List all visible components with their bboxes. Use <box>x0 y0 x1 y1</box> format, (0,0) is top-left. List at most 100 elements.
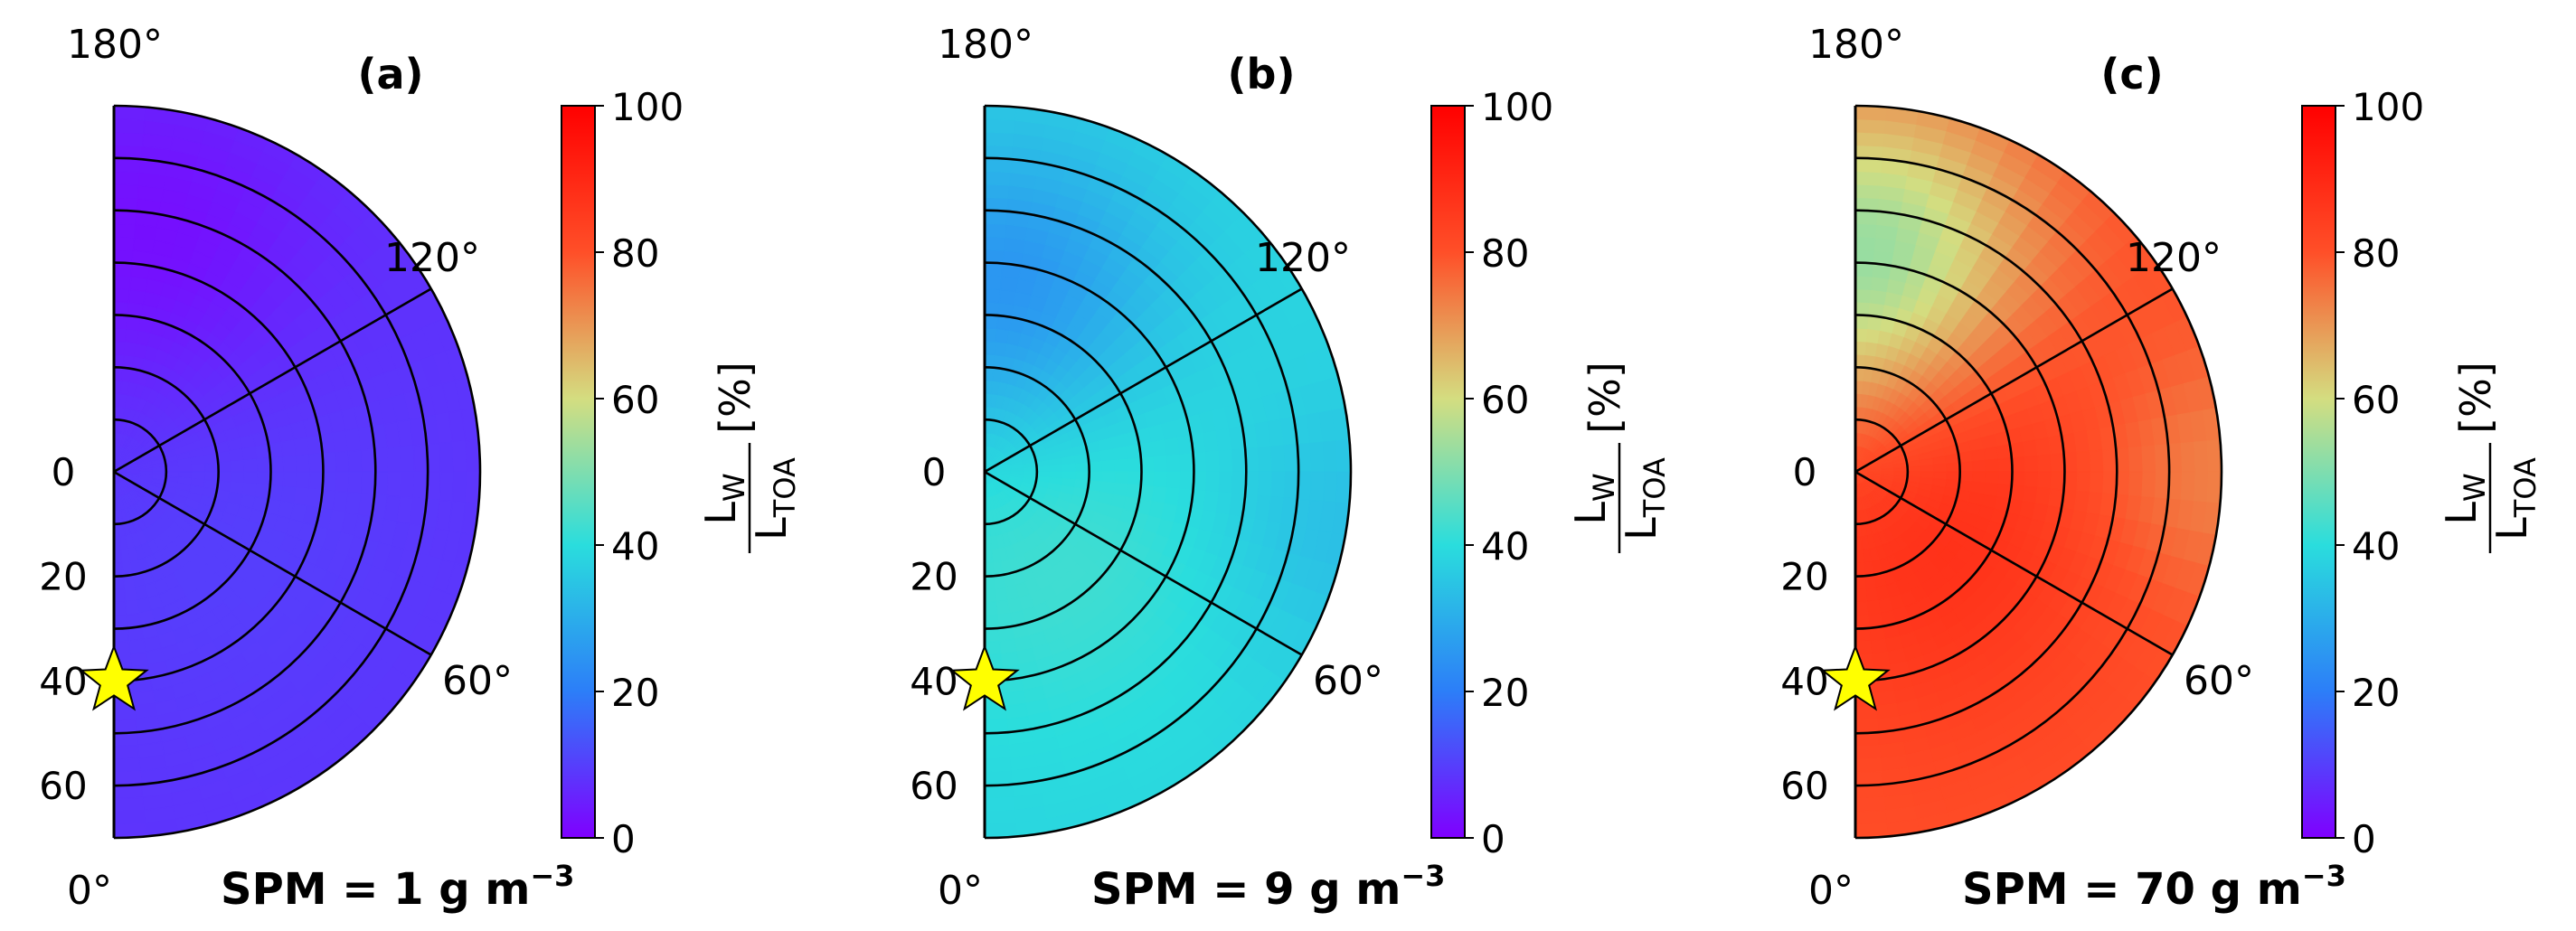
heatmap-cell <box>984 131 1015 147</box>
azimuth-label-60: 60° <box>2184 658 2254 704</box>
colorbar-tick-label: 0 <box>611 817 636 861</box>
heatmap-cell <box>1140 456 1156 473</box>
heatmap-cell <box>217 461 232 473</box>
heatmap-cell <box>1112 446 1129 462</box>
heatmap-cell <box>1036 466 1051 473</box>
heatmap-cell <box>2062 451 2079 473</box>
heatmap-cell <box>113 170 141 186</box>
spm-title: SPM = 1 g m−3 <box>221 859 574 915</box>
heatmap-cell <box>1854 157 1883 174</box>
heatmap-cell <box>1854 236 1877 251</box>
zenith-ring <box>984 418 1038 526</box>
spm-title-main: SPM = 70 g m <box>1962 864 2302 915</box>
sun-star-icon <box>949 644 1020 711</box>
spm-title-main: SPM = 1 g m <box>221 864 530 915</box>
zenith-ring <box>1854 104 2223 840</box>
colorbar-tick-label: 40 <box>1481 524 1529 569</box>
colorbar-tick-label: 40 <box>611 524 659 569</box>
heatmap-cell <box>412 444 429 473</box>
denominator-subscript: TOA <box>768 457 802 518</box>
heatmap-cell <box>1972 459 1987 473</box>
radial-line-60 <box>1854 287 2174 474</box>
heatmap-cell <box>439 471 455 503</box>
zenith-tick-label: 0 <box>52 450 76 494</box>
heatmap-cell <box>113 301 130 316</box>
heatmap-cell <box>1127 471 1143 486</box>
heatmap-cell <box>113 131 145 147</box>
heatmap-cell <box>113 562 124 578</box>
heatmap-cell <box>1958 471 1974 483</box>
heatmap-cell <box>386 471 402 498</box>
colorbar-label-denominator: LTOA <box>747 457 802 541</box>
heatmap-cell <box>1309 471 1326 503</box>
heatmap-cell <box>113 810 146 826</box>
colorbar-tick-label: 80 <box>1481 231 1529 276</box>
heatmap-cell <box>152 466 167 473</box>
heatmap-cell <box>1854 261 1874 277</box>
heatmap-cell <box>256 457 272 473</box>
zenith-ring <box>984 209 1248 735</box>
heatmap-cell <box>984 810 1016 826</box>
zenith-tick-label: 0 <box>1793 450 1817 494</box>
azimuth-label-120: 120° <box>384 235 480 281</box>
heatmap-cell <box>386 446 402 473</box>
heatmap-cell <box>412 471 429 500</box>
colorbar-tick-label: 0 <box>1481 817 1505 861</box>
denominator-subscript: TOA <box>2508 457 2543 518</box>
heatmap-cell <box>1231 471 1247 495</box>
heatmap-cell <box>984 261 1004 277</box>
azimuth-label-120: 120° <box>1255 235 1351 281</box>
heatmap-cell <box>113 614 128 630</box>
heatmap-cell <box>1140 471 1156 488</box>
heatmap-cell <box>984 601 998 616</box>
spm-title-exponent: −3 <box>1401 859 1445 893</box>
heatmap-cell <box>1854 275 1873 290</box>
heatmap-cell <box>984 719 1008 734</box>
heatmap-cell <box>984 118 1016 134</box>
heatmap-cell <box>1192 451 1208 473</box>
heatmap-cell <box>2102 471 2118 495</box>
colorbar-gradient <box>1430 105 1466 839</box>
heatmap-cell <box>984 757 1012 774</box>
colorbar-tick-label: 80 <box>611 231 659 276</box>
heatmap-cell <box>1854 562 1865 578</box>
zenith-ring <box>984 261 1195 682</box>
heatmap-cell <box>123 587 137 603</box>
heatmap-cell <box>1854 183 1882 200</box>
denominator-symbol: L <box>1617 517 1665 541</box>
zenith-ring <box>1854 261 2066 682</box>
colorbar-label-denominator: LTOA <box>2487 457 2543 541</box>
heatmap-cell <box>1166 454 1182 473</box>
heatmap-cell <box>113 261 133 277</box>
azimuth-label-120: 120° <box>2126 235 2222 281</box>
heatmap-cell <box>1335 471 1352 504</box>
radial-line-60 <box>984 287 1303 474</box>
heatmap-cell <box>113 823 146 839</box>
zenith-ring <box>113 261 325 682</box>
heatmap-field <box>1854 105 2222 839</box>
heatmap-cell <box>1946 462 1961 473</box>
heatmap-cell <box>1114 458 1129 473</box>
heatmap-cell <box>231 459 246 473</box>
colorbar-gradient <box>2301 105 2336 839</box>
colorbar-tick-label: 60 <box>2352 378 2400 422</box>
heatmap-cell <box>1179 453 1195 473</box>
heatmap-cell <box>243 471 259 485</box>
sun-star-icon <box>1820 644 1891 711</box>
colorbar-tick-label: 60 <box>1481 378 1529 422</box>
heatmap-cell <box>1205 450 1221 473</box>
heatmap-cell <box>1270 471 1287 499</box>
heatmap-cell <box>2011 456 2026 473</box>
zenith-tick-label: 20 <box>39 555 87 599</box>
heatmap-cell <box>984 287 1002 304</box>
spm-title-exponent: −3 <box>2302 859 2346 893</box>
heatmap-cell <box>1970 448 1986 463</box>
heatmap-cell <box>1854 588 1868 604</box>
panel-label: (b) <box>1228 50 1296 99</box>
zenith-tick-label: 60 <box>1780 764 1828 808</box>
heatmap-cell <box>1854 823 1888 839</box>
heatmap-cell <box>1323 440 1339 473</box>
spm-title: SPM = 70 g m−3 <box>1962 859 2346 915</box>
